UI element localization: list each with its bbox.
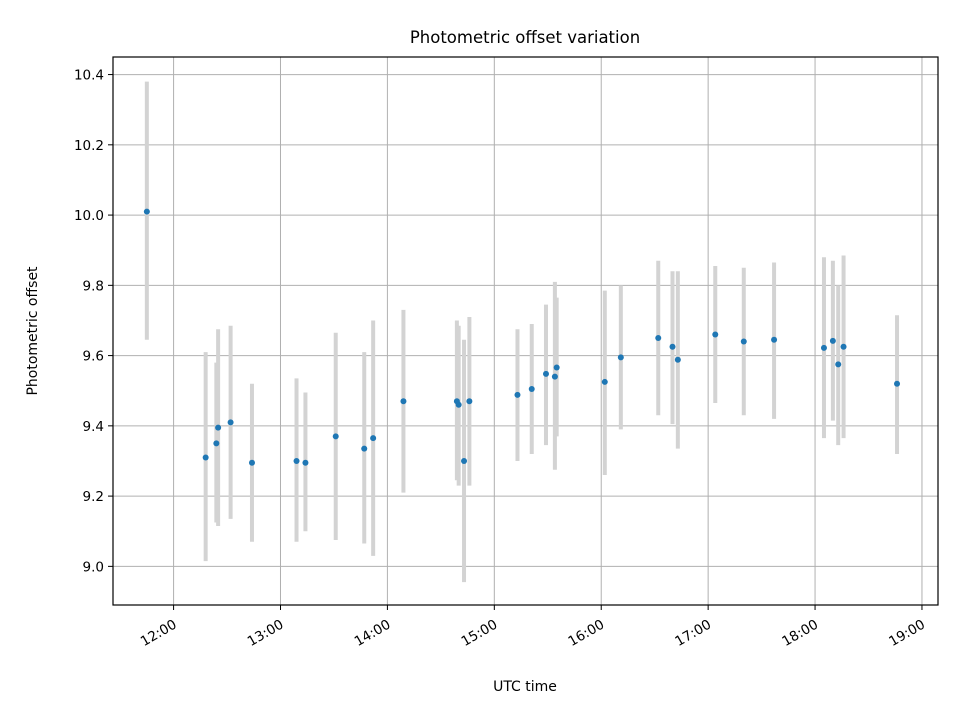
y-axis-label: Photometric offset [25,266,41,396]
data-point [771,336,778,343]
data-point [840,343,847,350]
y-tick-label: 9.6 [83,349,104,365]
y-tick-label: 10.2 [74,138,104,154]
data-point [601,378,608,385]
data-point [370,435,377,442]
data-point [202,454,209,461]
data-point [215,424,222,431]
data-point [293,457,300,464]
data-point [674,356,681,363]
data-point [542,370,549,377]
y-tick-label: 9.4 [83,419,104,435]
data-point [553,364,560,371]
data-point [143,208,150,215]
data-point [455,401,462,408]
data-point [461,457,468,464]
data-point [712,331,719,338]
data-point [332,433,339,440]
data-point [740,338,747,345]
y-tick-label: 10.4 [74,68,104,84]
data-point [361,445,368,452]
plot-area-frame [112,56,939,606]
data-point [302,459,309,466]
data-point [514,391,521,398]
data-point [835,361,842,368]
y-tick-label: 9.8 [83,278,104,294]
data-point [655,335,662,342]
data-point [820,344,827,351]
data-point [894,380,901,387]
y-tick-label: 10.0 [74,208,104,224]
y-tick-label: 9.2 [83,489,104,505]
data-point [528,385,535,392]
data-point [213,440,220,447]
data-point [551,373,558,380]
y-tick-label: 9.0 [83,559,104,575]
data-point [617,354,624,361]
data-point [248,459,255,466]
data-point [829,337,836,344]
data-point [466,398,473,405]
data-point [400,398,407,405]
y-axis-ticks: 9.0 9.2 9.4 9.6 9.8 10.0 10.2 10.4 [74,68,113,575]
x-axis-label: UTC time [493,679,557,695]
data-point [227,419,234,426]
data-point [669,343,676,350]
chart-title: Photometric offset variation [410,28,640,47]
data-points [143,208,901,466]
